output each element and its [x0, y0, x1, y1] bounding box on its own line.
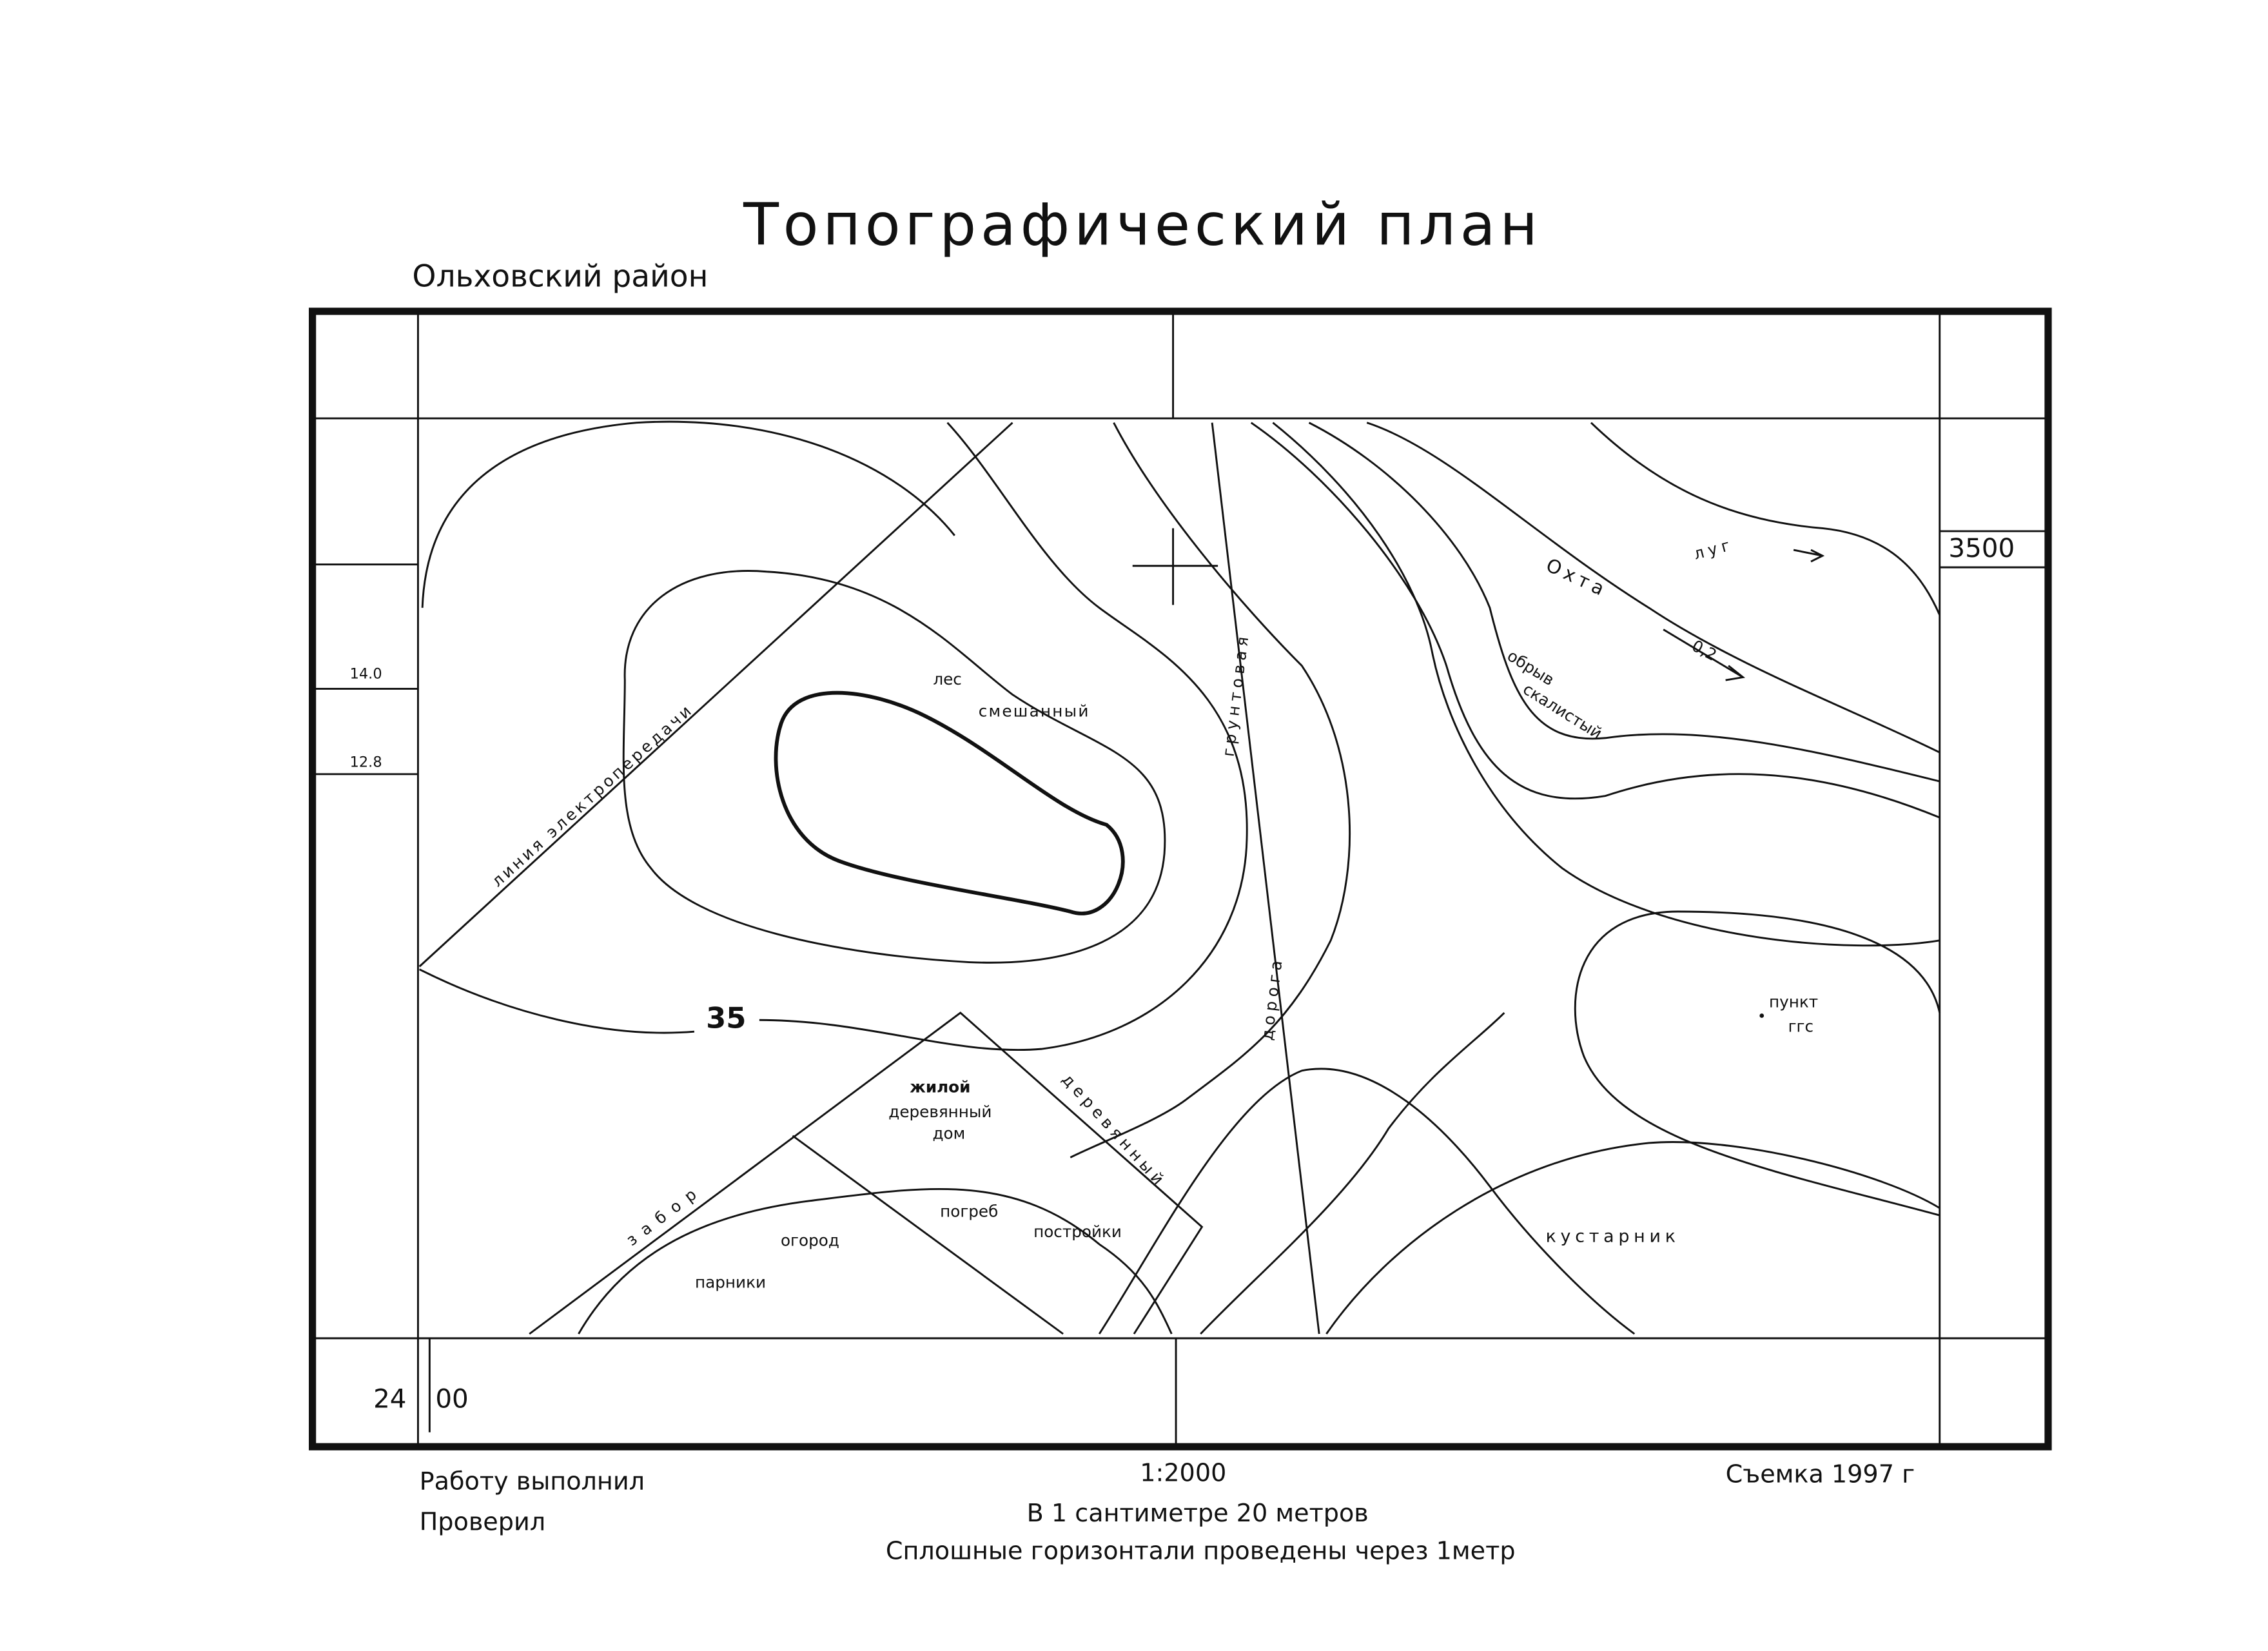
map-label: огород [781, 1231, 839, 1250]
footer-text: Работу выполнил [420, 1467, 645, 1496]
contour [774, 690, 1125, 915]
contour [1250, 422, 1941, 819]
margin-label: 12.8 [350, 754, 382, 770]
map-label: жилой [910, 1078, 970, 1097]
outer-frame [309, 308, 2052, 1451]
district-name: Ольховский район [412, 259, 708, 294]
contour [1590, 422, 1941, 616]
river-bank [1366, 422, 1941, 754]
footer-text: В 1 сантиметре 20 метров [1027, 1499, 1369, 1527]
map-frame: 14.0 12.8 3500 24 00 [309, 308, 2052, 1451]
flow-arrow [1663, 629, 1746, 681]
road [1211, 422, 1320, 1334]
flow-arrow [1793, 549, 1825, 563]
contour [1325, 1141, 1941, 1334]
contour [1574, 910, 1941, 1216]
river-bank [1308, 422, 1941, 783]
footer-text: Сплошные горизонтали проведены через 1ме… [886, 1536, 1516, 1565]
map-label: ггс [1788, 1017, 1813, 1035]
contour [578, 1187, 1173, 1334]
contour [418, 422, 1248, 1051]
map-label: смешанный [979, 701, 1090, 720]
map-label: лес [933, 670, 961, 689]
contour-label: 35 [706, 1001, 746, 1035]
footer: Работу выполнил Проверил 1:2000 В 1 сант… [420, 1458, 1915, 1565]
grid-label: 00 [435, 1383, 468, 1414]
contour [1070, 422, 1351, 1158]
map-linework [418, 420, 1941, 1335]
power-line [418, 422, 1013, 968]
contour [421, 420, 955, 608]
map-label: пункт [1769, 992, 1818, 1011]
fence [529, 1011, 1204, 1335]
contour [1200, 1012, 1505, 1335]
grid-label: 24 [373, 1383, 406, 1414]
contour [1098, 1068, 1636, 1335]
contour [1272, 422, 1940, 947]
map-label: погреб [940, 1202, 998, 1221]
map-label: дом [932, 1124, 965, 1143]
plan-title: Топографический план [743, 191, 1542, 259]
map-label: парники [695, 1273, 766, 1292]
map-label: постройки [1033, 1222, 1122, 1241]
fence [792, 1135, 1064, 1335]
map-label: кустарник [1546, 1226, 1680, 1246]
grid-label: 3500 [1948, 533, 2015, 563]
survey-point [1759, 1013, 1765, 1018]
map-label: деревянный [888, 1102, 992, 1121]
footer-text: Проверил [420, 1508, 545, 1536]
footer-text: 1:2000 [1140, 1458, 1226, 1487]
contour [622, 570, 1166, 964]
margin-label: 14.0 [350, 666, 382, 683]
footer-text: Съемка 1997 г [1726, 1460, 1915, 1489]
